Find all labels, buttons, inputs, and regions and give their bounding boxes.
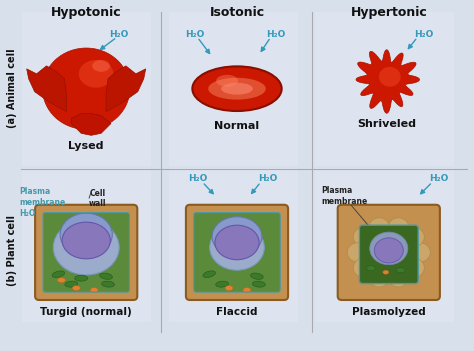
Text: (a) Animal cell: (a) Animal cell [7, 48, 17, 127]
Polygon shape [106, 66, 146, 112]
Ellipse shape [65, 281, 78, 287]
Text: H₂O: H₂O [414, 29, 433, 39]
Polygon shape [27, 66, 66, 112]
Ellipse shape [379, 67, 401, 87]
FancyBboxPatch shape [22, 12, 151, 166]
Text: H₂O: H₂O [258, 174, 277, 184]
FancyBboxPatch shape [315, 12, 454, 166]
Ellipse shape [243, 287, 251, 293]
Text: Flaccid: Flaccid [216, 307, 258, 317]
Text: H₂O: H₂O [185, 29, 204, 39]
Text: Plasma
membrane
H₂O: Plasma membrane H₂O [20, 187, 66, 218]
Ellipse shape [353, 258, 374, 277]
Text: Hypotonic: Hypotonic [51, 6, 121, 19]
Ellipse shape [403, 258, 424, 277]
FancyBboxPatch shape [194, 213, 280, 292]
Ellipse shape [215, 225, 259, 260]
FancyBboxPatch shape [359, 225, 418, 284]
Ellipse shape [369, 268, 390, 287]
Ellipse shape [396, 268, 405, 273]
Ellipse shape [52, 271, 64, 278]
Ellipse shape [73, 286, 80, 291]
Ellipse shape [212, 217, 262, 256]
Text: Plasmolyzed: Plasmolyzed [352, 307, 426, 317]
Ellipse shape [53, 220, 119, 275]
Ellipse shape [92, 60, 110, 72]
Text: Normal: Normal [214, 121, 260, 131]
Text: H₂O: H₂O [266, 29, 285, 39]
Text: (b) Plant cell: (b) Plant cell [7, 215, 17, 286]
Text: H₂O: H₂O [189, 174, 208, 184]
Ellipse shape [403, 227, 424, 247]
Ellipse shape [347, 243, 368, 262]
Text: H₂O: H₂O [109, 29, 128, 39]
Ellipse shape [216, 75, 238, 87]
FancyBboxPatch shape [315, 168, 454, 322]
Ellipse shape [62, 222, 110, 259]
Ellipse shape [75, 275, 88, 281]
Ellipse shape [353, 227, 374, 247]
FancyBboxPatch shape [43, 213, 129, 292]
FancyBboxPatch shape [337, 205, 440, 300]
Text: Hypertonic: Hypertonic [350, 6, 427, 19]
Text: Cell
wall: Cell wall [89, 189, 107, 208]
Ellipse shape [192, 66, 282, 111]
Ellipse shape [366, 266, 375, 271]
Polygon shape [71, 113, 111, 135]
Text: H₂O: H₂O [428, 174, 448, 184]
Ellipse shape [374, 238, 403, 263]
Ellipse shape [208, 78, 266, 100]
Ellipse shape [210, 225, 264, 270]
Ellipse shape [388, 218, 409, 237]
Text: Plasma
membrane: Plasma membrane [321, 186, 367, 206]
Ellipse shape [60, 213, 112, 256]
Text: Turgid (normal): Turgid (normal) [40, 307, 132, 317]
FancyBboxPatch shape [169, 12, 298, 166]
Ellipse shape [79, 60, 113, 88]
Ellipse shape [221, 83, 253, 95]
Ellipse shape [250, 273, 263, 279]
FancyBboxPatch shape [35, 205, 137, 300]
Text: Shriveled: Shriveled [357, 119, 416, 130]
Ellipse shape [101, 281, 114, 287]
Ellipse shape [225, 286, 233, 291]
Ellipse shape [43, 48, 130, 130]
Ellipse shape [370, 232, 408, 265]
Ellipse shape [388, 268, 409, 287]
Ellipse shape [57, 278, 65, 283]
FancyBboxPatch shape [186, 205, 288, 300]
Ellipse shape [100, 273, 112, 279]
Polygon shape [356, 50, 419, 113]
FancyBboxPatch shape [22, 168, 151, 322]
Ellipse shape [383, 270, 389, 274]
Text: Isotonic: Isotonic [210, 6, 264, 19]
Ellipse shape [410, 243, 430, 262]
Ellipse shape [90, 287, 98, 293]
Ellipse shape [369, 218, 390, 237]
Text: Lysed: Lysed [68, 141, 104, 151]
FancyBboxPatch shape [169, 168, 298, 322]
Ellipse shape [216, 281, 228, 287]
Ellipse shape [203, 271, 216, 278]
Ellipse shape [252, 281, 265, 287]
